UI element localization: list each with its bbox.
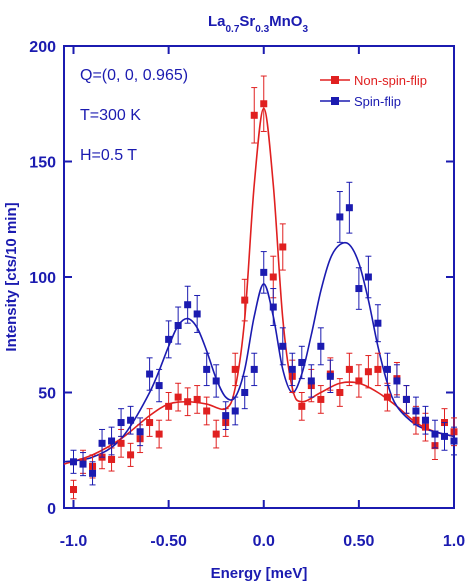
data-point-spin-flip	[279, 342, 287, 350]
x-tick-label: 0.0	[253, 533, 275, 550]
y-tick-label: 150	[29, 155, 56, 172]
legend: Non-spin-flip Spin-flip	[320, 73, 427, 109]
data-point-non-spin-flip	[336, 389, 344, 396]
x-tick-label: 1.0	[443, 533, 465, 550]
data-point-spin-flip	[89, 469, 97, 477]
legend-marker-non-spin-flip	[331, 76, 339, 84]
data-point-non-spin-flip	[184, 398, 192, 406]
data-point-spin-flip	[345, 204, 353, 212]
data-point-non-spin-flip	[108, 455, 116, 463]
data-point-spin-flip	[241, 389, 249, 396]
data-point-spin-flip	[79, 460, 87, 468]
data-point-spin-flip	[98, 439, 106, 447]
data-point-spin-flip	[431, 430, 439, 438]
data-point-spin-flip	[165, 335, 173, 343]
data-point-non-spin-flip	[155, 430, 163, 438]
data-point-non-spin-flip	[193, 395, 201, 403]
data-point-non-spin-flip	[165, 402, 173, 410]
data-point-non-spin-flip	[317, 395, 325, 403]
data-point-non-spin-flip	[355, 377, 363, 385]
data-point-spin-flip	[412, 407, 420, 415]
data-point-spin-flip	[231, 407, 239, 415]
data-point-spin-flip	[374, 319, 382, 327]
axis-ticks: -1.0 -0.50 0.0 0.50 1.0 0 50 100 150 200	[29, 39, 465, 550]
legend-marker-spin-flip	[331, 97, 339, 105]
data-point-spin-flip	[184, 301, 192, 309]
data-point-spin-flip	[421, 416, 429, 424]
data-point-non-spin-flip	[374, 365, 382, 373]
data-point-spin-flip	[136, 428, 144, 436]
data-point-spin-flip	[155, 382, 163, 390]
data-point-non-spin-flip	[117, 439, 125, 447]
legend-label-spin-flip: Spin-flip	[354, 94, 401, 109]
data-point-spin-flip	[355, 285, 363, 293]
legend-label-non-spin-flip: Non-spin-flip	[354, 73, 427, 88]
data-point-spin-flip	[108, 437, 116, 445]
data-point-spin-flip	[393, 377, 401, 385]
y-tick-label: 50	[38, 386, 56, 403]
data-point-spin-flip	[269, 303, 277, 311]
data-point-non-spin-flip	[383, 393, 391, 401]
data-point-spin-flip	[222, 412, 230, 420]
y-tick-label: 0	[47, 501, 56, 518]
data-point-spin-flip	[193, 310, 201, 318]
data-point-non-spin-flip	[241, 296, 249, 304]
data-point-spin-flip	[260, 268, 268, 276]
data-point-non-spin-flip	[269, 273, 277, 281]
data-point-spin-flip	[70, 458, 78, 466]
data-point-non-spin-flip	[212, 430, 220, 438]
data-point-non-spin-flip	[174, 393, 182, 401]
data-point-spin-flip	[127, 416, 135, 424]
x-tick-label: -1.0	[60, 533, 88, 550]
data-point-non-spin-flip	[279, 243, 287, 251]
x-tick-label: 0.50	[343, 533, 374, 550]
data-point-spin-flip	[146, 370, 154, 378]
chart-title: La0.7Sr0.3MnO3	[208, 13, 309, 35]
y-axis-label: Intensity [cts/10 min]	[3, 202, 20, 351]
data-point-non-spin-flip	[250, 111, 258, 119]
data-point-non-spin-flip	[70, 486, 78, 494]
data-point-spin-flip	[212, 377, 220, 385]
data-point-spin-flip	[317, 342, 325, 350]
data-point-spin-flip	[383, 365, 391, 373]
data-point-non-spin-flip	[203, 407, 211, 415]
data-point-spin-flip	[174, 322, 182, 330]
x-axis-label: Energy [meV]	[211, 565, 308, 582]
data-point-non-spin-flip	[345, 365, 353, 373]
data-point-spin-flip	[326, 372, 334, 380]
data-point-non-spin-flip	[127, 451, 135, 459]
x-tick-label: -0.50	[150, 533, 187, 550]
data-point-spin-flip	[440, 432, 448, 440]
data-point-spin-flip	[402, 395, 410, 403]
data-point-non-spin-flip	[231, 365, 239, 373]
data-point-spin-flip	[364, 273, 372, 281]
annotation-temperature: T=300 K	[80, 107, 141, 124]
data-point-spin-flip	[336, 213, 344, 221]
data-point-non-spin-flip	[260, 100, 268, 108]
data-point-spin-flip	[250, 365, 258, 373]
data-point-spin-flip	[117, 419, 125, 427]
data-point-non-spin-flip	[146, 419, 154, 427]
y-tick-label: 200	[29, 39, 56, 56]
data-points	[70, 75, 458, 500]
annotation-q: Q=(0, 0, 0.965)	[80, 67, 188, 84]
data-point-spin-flip	[288, 365, 296, 373]
data-point-non-spin-flip	[364, 368, 372, 376]
data-point-spin-flip	[203, 365, 211, 373]
data-point-spin-flip	[298, 358, 306, 366]
y-tick-label: 100	[29, 270, 56, 287]
data-point-spin-flip	[307, 377, 315, 385]
annotation-field: H=0.5 T	[80, 147, 137, 164]
fit-curve-spin-flip	[63, 241, 455, 463]
data-point-non-spin-flip	[298, 402, 306, 410]
data-point-spin-flip	[450, 437, 458, 445]
